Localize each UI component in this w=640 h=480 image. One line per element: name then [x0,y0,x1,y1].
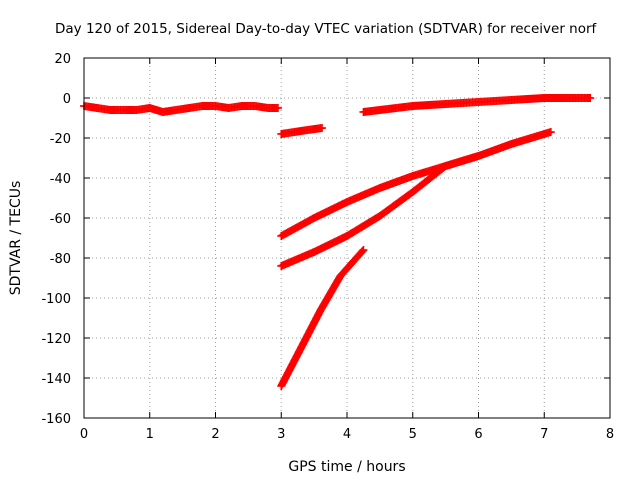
x-tick-label: 7 [540,427,548,442]
y-tick-label: -140 [41,372,71,387]
y-tick-label: -20 [50,132,71,147]
x-axis-label: GPS time / hours [288,459,405,475]
y-tick-label: -80 [50,252,71,267]
axes: 0 1 2 3 4 5 6 7 8 20 0 -20 -40 -60 -80 -100 -120 -140 -160 [41,52,614,442]
y-tick-label: 0 [63,92,71,107]
data-series-2 [277,124,327,138]
data-series-6 [277,246,368,390]
x-tick-label: 1 [146,427,154,442]
x-tick-label: 0 [80,427,88,442]
x-tick-label: 4 [343,427,351,442]
data-series-1 [80,102,282,116]
x-tick-label: 3 [277,427,285,442]
y-tick-label: 20 [54,52,71,67]
x-tick-label: 8 [606,427,614,442]
y-tick-label: -160 [41,412,71,427]
data-series-3 [359,94,595,116]
x-tick-label: 2 [211,427,219,442]
chart-title: Day 120 of 2015, Sidereal Day-to-day VTE… [55,21,598,37]
y-axis-label: SDTVAR / TECUs [8,181,24,296]
data-series-5 [277,152,483,270]
data-layer [80,94,595,390]
y-tick-label: -100 [41,292,71,307]
x-tick-label: 5 [409,427,417,442]
x-tick-label: 6 [474,427,482,442]
y-tick-label: -40 [50,172,71,187]
y-tick-label: -120 [41,332,71,347]
y-tick-label: -60 [50,212,71,227]
